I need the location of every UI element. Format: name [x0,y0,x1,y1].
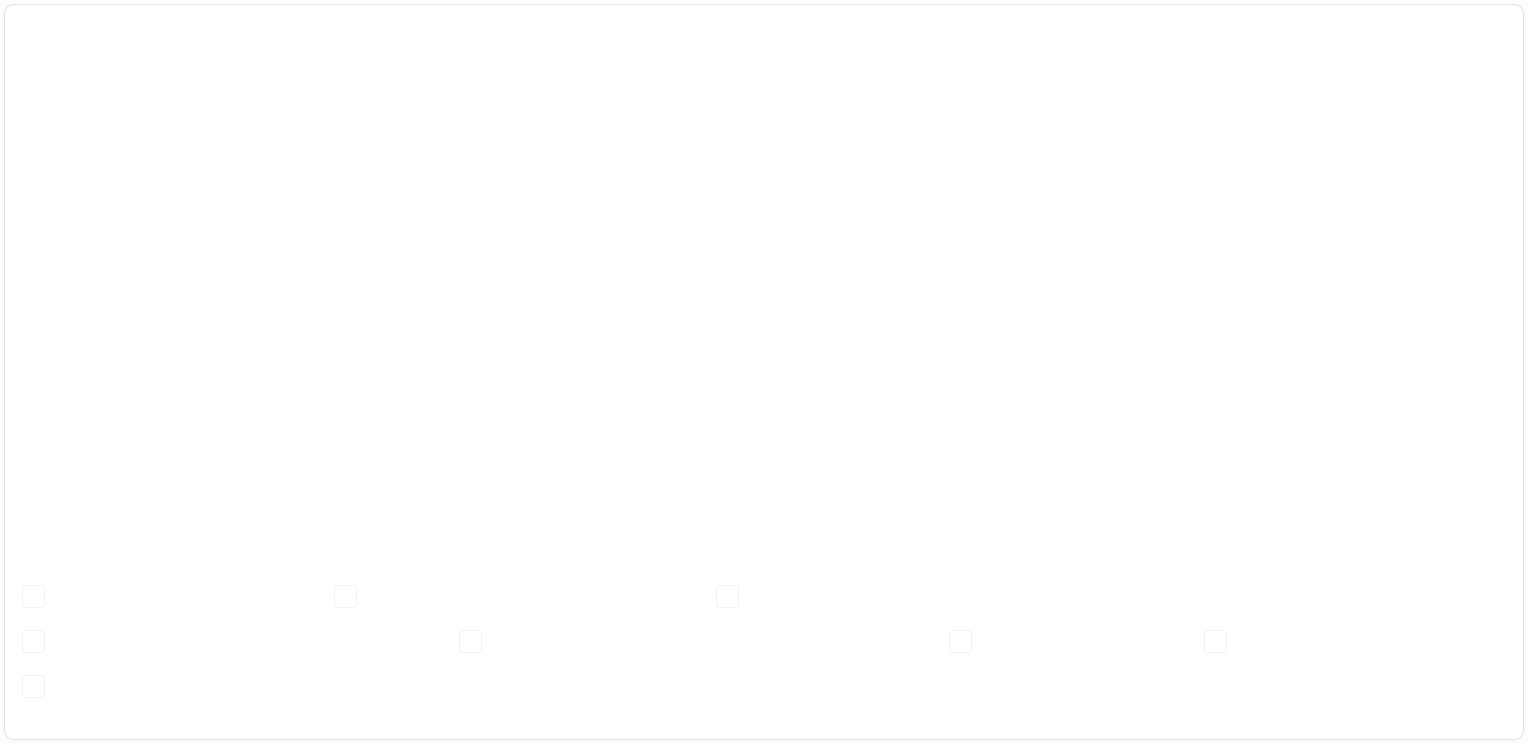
hover-readout [27,539,1523,567]
chart-header [5,21,1523,69]
legend-swatch-unknown [23,676,44,697]
legend-swatch-write-too-old [23,586,44,607]
legend-swatch-read-within-uncertainty [460,631,481,652]
legend-swatch-async-consensus-failure [23,631,44,652]
legend-item-write-too-old-multiple [335,586,717,607]
chart-card [4,4,1524,740]
legend-swatch-forwarded-timestamp [717,586,738,607]
legend-row [23,671,1523,701]
legend-item-push-failure [1205,631,1245,652]
legend-item-write-too-old [23,586,335,607]
legend-item-aborted [950,631,1205,652]
chart-canvas[interactable] [5,69,1524,519]
legend-item-async-consensus-failure [23,631,460,652]
time-label [27,539,267,567]
legend-item-read-within-uncertainty [460,631,950,652]
legend-item-forwarded-timestamp [717,586,757,607]
legend-row [23,626,1523,656]
legend-swatch-aborted [950,631,971,652]
legend-item-unknown [23,676,63,697]
legend-row [23,581,1523,611]
legend [23,581,1523,701]
chart-area [5,69,1524,519]
legend-swatch-push-failure [1205,631,1226,652]
legend-swatch-write-too-old-multiple [335,586,356,607]
